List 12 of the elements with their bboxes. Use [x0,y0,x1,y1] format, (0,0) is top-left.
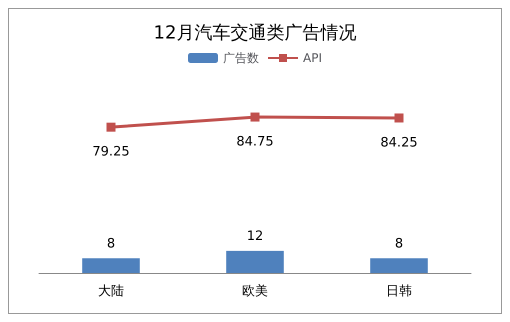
data-label: 84.25 [380,135,418,150]
data-label: 79.25 [92,144,130,160]
x-tick-label: 欧美 [242,283,268,299]
data-label: 12 [246,228,264,244]
x-tick-label: 大陆 [98,284,124,299]
chart-title: 12月汽车交通类广告情况 [154,22,356,44]
x-tick-label: 日韩 [386,284,412,299]
legend-label: 广告数 [223,51,260,65]
data-label: 8 [394,236,404,252]
data-label: 8 [106,236,116,252]
legend-label: API [303,51,322,65]
data-label: 84.75 [236,134,274,150]
